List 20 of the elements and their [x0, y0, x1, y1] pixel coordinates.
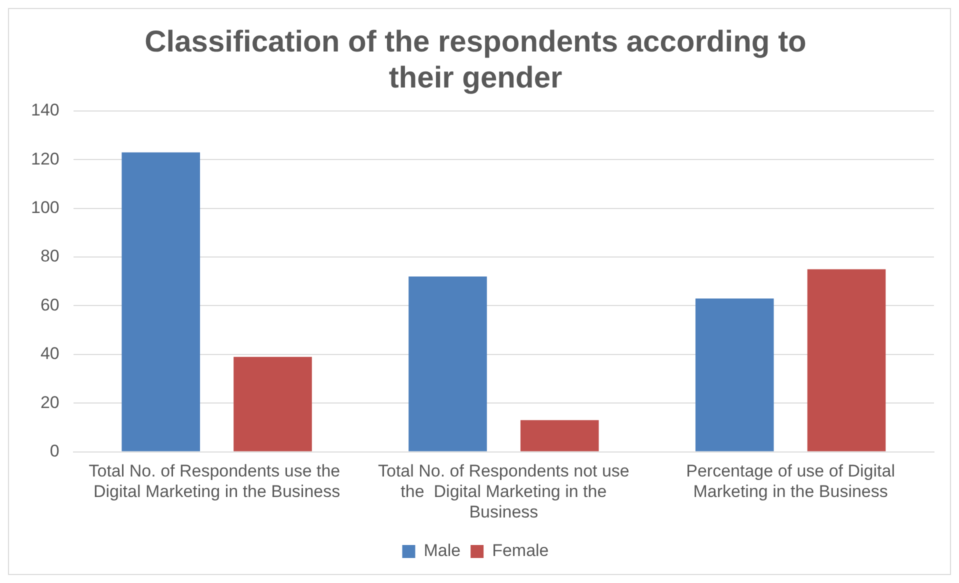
bar: [408, 276, 487, 452]
chart-title: Classification of the respondents according to their gender: [144, 25, 806, 94]
y-tick-label: 40: [40, 344, 60, 364]
x-tick-label: Total No. of Respondents not use the Digital Marketing in the Business: [378, 462, 630, 522]
bar: [807, 269, 886, 452]
y-tick-label: 140: [30, 100, 60, 120]
x-tick-label: Percentage of use of Digital Marketing in the Business: [686, 462, 895, 502]
bar: [122, 152, 200, 452]
legend-label: Female: [492, 541, 549, 560]
y-tick-label: 60: [40, 295, 60, 314]
bar: [695, 298, 774, 452]
y-tick-label: 80: [40, 246, 60, 266]
x-tick-label: Total No. of Respondents use the Digital Marketing in the Business: [88, 462, 345, 502]
y-tick-label: 120: [30, 149, 60, 168]
legend-label: Male: [424, 541, 461, 560]
bar: [520, 420, 599, 452]
y-tick-label: 100: [30, 198, 60, 218]
y-tick-label: 20: [40, 392, 60, 412]
y-tick-label: 0: [50, 441, 60, 460]
bar: [234, 356, 312, 452]
